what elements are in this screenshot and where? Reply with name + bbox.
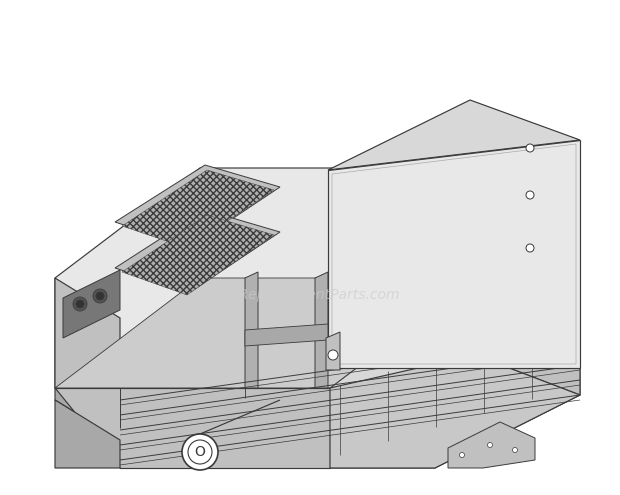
Polygon shape (122, 170, 274, 248)
Polygon shape (63, 270, 120, 338)
Polygon shape (245, 272, 258, 388)
Circle shape (526, 144, 534, 152)
Polygon shape (448, 422, 535, 468)
Polygon shape (475, 278, 580, 395)
Circle shape (328, 350, 338, 360)
Polygon shape (326, 332, 340, 370)
Circle shape (76, 300, 84, 308)
Circle shape (188, 440, 212, 464)
Circle shape (182, 434, 218, 470)
Circle shape (459, 452, 464, 457)
Polygon shape (330, 355, 580, 468)
Polygon shape (115, 165, 280, 247)
Circle shape (513, 447, 518, 452)
Polygon shape (55, 400, 120, 468)
Polygon shape (55, 278, 120, 428)
Circle shape (526, 244, 534, 252)
Text: O: O (195, 445, 205, 459)
Circle shape (93, 289, 107, 303)
Polygon shape (55, 278, 475, 388)
Polygon shape (245, 324, 328, 346)
Circle shape (73, 297, 87, 311)
Circle shape (526, 191, 534, 199)
Polygon shape (315, 272, 328, 388)
Circle shape (96, 292, 104, 300)
Polygon shape (328, 100, 580, 170)
Polygon shape (122, 215, 274, 295)
Polygon shape (330, 278, 580, 468)
Polygon shape (55, 388, 330, 468)
Polygon shape (55, 168, 475, 388)
Polygon shape (115, 210, 280, 292)
Text: eReplacementParts.com: eReplacementParts.com (230, 288, 400, 302)
Polygon shape (328, 140, 580, 368)
Circle shape (487, 443, 492, 447)
Polygon shape (55, 388, 120, 440)
